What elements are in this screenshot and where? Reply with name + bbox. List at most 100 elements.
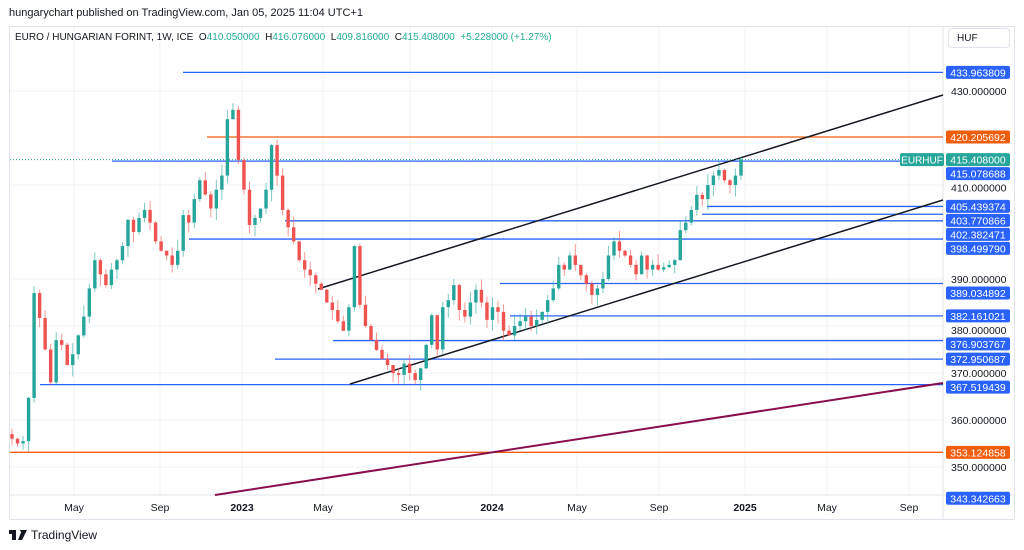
candle-body (341, 321, 346, 331)
price-tick-label: 370.000000 (951, 368, 1007, 380)
candle-body (446, 300, 450, 308)
candle-body (479, 289, 484, 303)
candle-body (739, 159, 743, 176)
price-tick-label: 350.000000 (951, 462, 1007, 474)
candle-body (568, 255, 572, 270)
candle-body (684, 222, 688, 231)
currency-button[interactable]: HUF (948, 28, 1010, 48)
level-price-label-bg (946, 309, 1010, 323)
candle-body (280, 175, 285, 210)
level-price-label: 420.205692 (950, 132, 1006, 144)
candle-body (258, 208, 263, 218)
candle-body (347, 307, 351, 331)
price-tick-label: 380.000000 (951, 325, 1007, 337)
candle-body (209, 194, 213, 209)
candle-body (131, 219, 136, 232)
candle-body (314, 275, 318, 284)
candle-body (695, 194, 699, 210)
candle-body (534, 319, 539, 326)
candle-body (612, 241, 616, 256)
candle-body (159, 241, 163, 251)
candle-body (413, 373, 417, 381)
high-value: 416.076000 (272, 32, 326, 43)
candle-body (15, 438, 20, 444)
candle-body (126, 219, 130, 247)
candle-body (21, 441, 25, 444)
candle-body (363, 304, 368, 326)
candle-body (10, 434, 14, 439)
level-price-label: 389.034892 (950, 288, 1006, 300)
candle-body (562, 264, 566, 270)
candle-body (590, 283, 594, 295)
candle-body (225, 119, 230, 176)
time-tick-label: May (817, 502, 838, 514)
symbol-tag-bg (900, 153, 944, 167)
candle-body (32, 293, 36, 398)
level-price-label: 353.124858 (950, 447, 1006, 459)
level-price-label-bg (946, 130, 1010, 144)
candle-body (661, 267, 666, 270)
chart-frame (9, 26, 1015, 520)
candle-body (76, 335, 80, 355)
candle-body (523, 316, 528, 322)
candle-body (606, 255, 611, 279)
candle-body (242, 160, 246, 190)
brand-name: TradingView (31, 528, 98, 542)
candle-body (286, 209, 290, 228)
candle-body (435, 315, 439, 350)
time-tick-label: May (64, 502, 85, 514)
candle-body (584, 275, 589, 284)
level-price-label-bg (946, 65, 1010, 79)
level-price-label: 433.963809 (950, 67, 1006, 79)
candle-body (264, 189, 268, 209)
candle-body (82, 316, 86, 336)
candle-body (153, 222, 158, 242)
candle-body (303, 260, 307, 270)
candle-body (87, 288, 92, 317)
level-price-label: 398.499790 (950, 243, 1006, 255)
candle-body (728, 180, 732, 185)
level-price-label: 402.382471 (950, 229, 1006, 241)
candle-body (374, 340, 379, 350)
change-value: +5.228000 (+1.27%) (460, 32, 552, 43)
candle-body (623, 250, 627, 256)
low-value: 409.816000 (336, 32, 390, 43)
tradingview-logo[interactable]: TradingView (9, 528, 97, 542)
candle-body (639, 255, 644, 275)
symbol-title: EURO / HUNGARIAN FORINT, 1W, ICE (15, 32, 194, 43)
candle-body (98, 260, 103, 275)
candle-body (175, 250, 180, 265)
high-label: H (265, 32, 273, 43)
candle-body (512, 326, 517, 336)
candle-body (192, 199, 196, 223)
candle-body (678, 230, 682, 261)
level-price-label-bg (946, 227, 1010, 241)
candle-body (203, 180, 207, 195)
time-tick-label: 2024 (480, 502, 504, 514)
level-price-label: 405.439374 (950, 201, 1006, 213)
candle-body (170, 255, 174, 265)
candle-body (595, 288, 600, 295)
candle-body (336, 310, 340, 322)
candle-body (673, 260, 677, 265)
candle-body (474, 289, 478, 303)
candle-body (656, 264, 660, 270)
candle-body (689, 209, 693, 223)
candle-body (319, 283, 323, 290)
candle-body (253, 217, 257, 225)
symbol-tag: EURHUF (901, 156, 943, 167)
level-price-label: 415.078688 (950, 169, 1006, 181)
candle-body (546, 300, 550, 312)
candle-body (214, 189, 219, 209)
time-tick-label: May (567, 502, 588, 514)
candle-body (667, 264, 671, 268)
candle-body (529, 316, 533, 326)
candle-body (507, 330, 511, 336)
open-label: O (198, 32, 207, 43)
time-tick-label: May (313, 502, 334, 514)
time-tick-label: Sep (650, 502, 669, 514)
level-price-label-bg (946, 213, 1010, 227)
candle-body (137, 217, 141, 232)
candle-body (330, 302, 335, 311)
